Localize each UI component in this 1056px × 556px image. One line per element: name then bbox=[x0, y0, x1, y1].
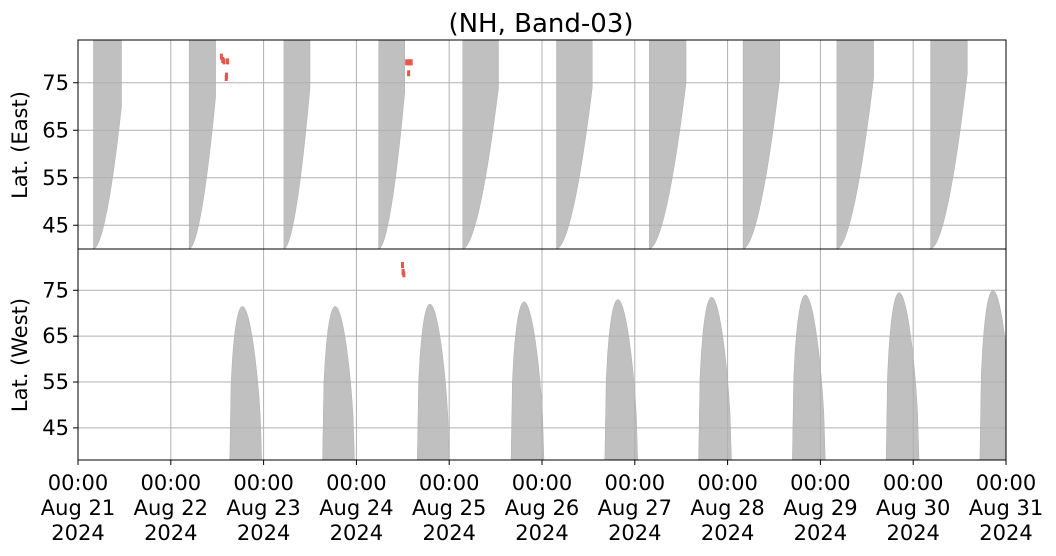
x-tick-label-line: Aug 22 bbox=[134, 496, 208, 520]
east-coverage-swath-1 bbox=[188, 39, 216, 250]
x-tick-label-line: 00:00 bbox=[976, 471, 1037, 495]
east-detection-point bbox=[409, 59, 413, 66]
x-tick-label-line: 2024 bbox=[979, 521, 1032, 545]
x-tick-label-line: 2024 bbox=[422, 521, 475, 545]
x-tick-label-line: 2024 bbox=[701, 521, 754, 545]
west-coverage-swath-1 bbox=[322, 306, 355, 461]
east-detection-point bbox=[222, 58, 226, 65]
east-coverage-swath-7 bbox=[742, 39, 781, 250]
east-detection-point bbox=[226, 58, 230, 65]
x-tick-label: 00:00 Aug 25 2024 bbox=[412, 471, 486, 545]
x-tick-label-line: Aug 29 bbox=[783, 496, 857, 520]
x-tick-label-line: Aug 30 bbox=[876, 496, 950, 520]
east-y-tick-label: 45 bbox=[42, 213, 69, 237]
west-y-tick-label: 65 bbox=[42, 324, 69, 348]
east-coverage-swath-0 bbox=[93, 39, 122, 250]
west-y-axis-label: Lat. (West) bbox=[8, 298, 32, 412]
chart-title: (NH, Band-03) bbox=[448, 9, 633, 39]
west-coverage-swath-0 bbox=[229, 306, 262, 461]
west-grid bbox=[77, 249, 1007, 460]
x-tick-label-line: 00:00 bbox=[233, 471, 294, 495]
x-tick-label-line: 2024 bbox=[51, 521, 104, 545]
west-detection-point bbox=[402, 271, 406, 278]
x-tick-label: 00:00 Aug 27 2024 bbox=[598, 471, 672, 545]
west-y-tick-label: 75 bbox=[42, 278, 69, 302]
east-coverage-swath-5 bbox=[556, 39, 593, 250]
x-tick-label: 00:00 Aug 21 2024 bbox=[41, 471, 115, 545]
west-y-tick-label: 45 bbox=[42, 416, 69, 440]
x-tick-label-line: Aug 21 bbox=[41, 496, 115, 520]
x-tick-label-line: Aug 27 bbox=[598, 496, 672, 520]
east-coverage-swath-8 bbox=[836, 39, 874, 250]
x-tick-label-line: 00:00 bbox=[883, 471, 944, 495]
east-detections-layer bbox=[219, 53, 413, 81]
east-coverage-swath-4 bbox=[462, 39, 499, 250]
east-coverage-swath-9 bbox=[930, 39, 968, 250]
west-coverage-swath-7 bbox=[885, 292, 920, 461]
east-detection-point bbox=[405, 59, 409, 66]
west-detection-point bbox=[400, 262, 404, 269]
x-tick-label: 00:00 Aug 22 2024 bbox=[134, 471, 208, 545]
x-tick-label-line: 00:00 bbox=[419, 471, 480, 495]
x-tick-label-line: Aug 26 bbox=[505, 496, 579, 520]
x-tick-label-line: 00:00 bbox=[326, 471, 387, 495]
east-detection-point bbox=[407, 70, 411, 77]
x-tick-label-line: 00:00 bbox=[605, 471, 666, 495]
west-y-tick-label: 55 bbox=[42, 370, 69, 394]
east-y-axis-label: Lat. (East) bbox=[8, 91, 32, 199]
x-tick-label-line: Aug 28 bbox=[690, 496, 764, 520]
west-coverage-swath-8 bbox=[979, 290, 1007, 461]
x-tick-label-line: 2024 bbox=[886, 521, 939, 545]
east-detection-point bbox=[225, 72, 229, 79]
panel-east: 45 55 65 75 Lat. (East) bbox=[8, 39, 1007, 250]
x-tick-label-line: 2024 bbox=[608, 521, 661, 545]
x-tick-label-line: 2024 bbox=[330, 521, 383, 545]
east-y-ticks: 45 55 65 75 bbox=[42, 71, 78, 237]
x-tick-label: 00:00 Aug 26 2024 bbox=[505, 471, 579, 545]
x-tick-label-line: 00:00 bbox=[141, 471, 202, 495]
x-tick-label-line: 00:00 bbox=[697, 471, 758, 495]
x-tick-label-line: Aug 24 bbox=[319, 496, 393, 520]
west-coverage-swath-4 bbox=[604, 299, 638, 461]
x-tick-label-line: 2024 bbox=[237, 521, 290, 545]
x-tick-label-line: Aug 23 bbox=[226, 496, 300, 520]
panel-west: 75 65 55 45 Lat. (West) bbox=[8, 249, 1007, 461]
east-coverage-swath-3 bbox=[378, 39, 405, 250]
x-tick-label: 00:00 Aug 29 2024 bbox=[783, 471, 857, 545]
x-tick-label-line: 00:00 bbox=[512, 471, 573, 495]
x-tick-label-line: 2024 bbox=[794, 521, 847, 545]
east-coverage-swath-6 bbox=[649, 39, 687, 250]
x-tick-label-line: 2024 bbox=[144, 521, 197, 545]
x-tick-label: 00:00 Aug 28 2024 bbox=[690, 471, 764, 545]
x-tick-label-line: Aug 31 bbox=[969, 496, 1043, 520]
west-coverage-swath-5 bbox=[698, 297, 732, 461]
x-tick-label-line: Aug 25 bbox=[412, 496, 486, 520]
x-tick-label: 00:00 Aug 23 2024 bbox=[226, 471, 300, 545]
x-tick-label: 00:00 Aug 30 2024 bbox=[876, 471, 950, 545]
west-coverage-layer bbox=[229, 288, 1007, 461]
x-tick-label-line: 00:00 bbox=[790, 471, 851, 495]
x-tick-label-line: 00:00 bbox=[48, 471, 109, 495]
east-detection-point bbox=[219, 53, 223, 60]
east-coverage-swath-2 bbox=[283, 39, 311, 250]
east-detection-point bbox=[406, 59, 410, 66]
x-tick-label-line: 2024 bbox=[515, 521, 568, 545]
west-panel-frame bbox=[77, 248, 1007, 461]
east-y-tick-label: 55 bbox=[42, 166, 69, 190]
x-tick-label: 00:00 Aug 31 2024 bbox=[969, 471, 1043, 545]
east-y-tick-label: 65 bbox=[42, 118, 69, 142]
west-detections-layer bbox=[400, 262, 406, 278]
x-tick-label: 00:00 Aug 24 2024 bbox=[319, 471, 393, 545]
east-grid bbox=[77, 40, 1007, 249]
west-y-ticks: 75 65 55 45 bbox=[42, 278, 78, 440]
east-y-tick-label: 75 bbox=[42, 71, 69, 95]
east-coverage-layer bbox=[93, 39, 968, 250]
west-coverage-swath-3 bbox=[510, 301, 545, 461]
